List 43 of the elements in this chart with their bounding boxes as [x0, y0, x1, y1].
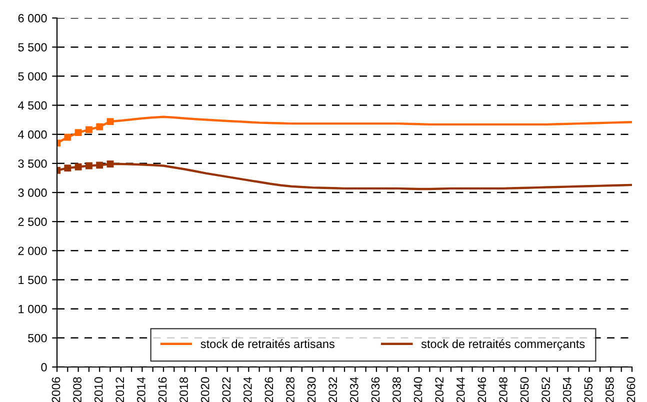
x-tick-label: 2028	[286, 377, 294, 402]
x-tick-label: 2022	[222, 377, 231, 402]
x-tick-label: 2024	[243, 377, 252, 402]
x-tick-label: 2016	[158, 377, 167, 402]
legend-label: stock de retraités commerçants	[421, 339, 585, 350]
x-tick-label: 2056	[584, 377, 593, 402]
x-tick-label: 2060	[626, 377, 636, 402]
y-tick-label: 500	[28, 334, 47, 342]
y-tick-label: 1 000	[18, 304, 47, 314]
x-tick-label: 2048	[499, 377, 508, 402]
x-tick-label: 2014	[136, 377, 146, 402]
y-tick-label: 5 000	[18, 72, 47, 81]
y-tick-label: 2 500	[18, 218, 47, 226]
y-tick-label: 4 000	[18, 130, 47, 139]
x-tick-label: 2010	[94, 377, 103, 402]
x-tick-label: 2046	[478, 377, 486, 402]
y-tick-label: 3 000	[18, 188, 47, 197]
y-tick-label: 3 500	[18, 159, 47, 168]
x-tick-label: 2006	[52, 377, 60, 402]
x-tick-label: 2026	[264, 377, 274, 402]
x-tick-label: 2052	[542, 377, 550, 402]
legend-label: stock de retraités artisans	[200, 339, 334, 348]
x-tick-label: 2012	[116, 377, 124, 402]
y-tick-label: 4 500	[18, 101, 47, 110]
x-tick-label: 2054	[562, 377, 572, 402]
y-tick-label: 5 500	[18, 43, 47, 52]
y-tick-label: 2 000	[18, 246, 47, 256]
x-tick-label: 2044	[456, 377, 465, 402]
x-tick-label: 2032	[328, 377, 338, 402]
y-tick-label: 0	[41, 363, 47, 372]
x-tick-label: 2050	[520, 377, 529, 402]
y-tick-label: 1 500	[18, 276, 47, 284]
x-tick-label: 2038	[392, 377, 401, 402]
x-tick-label: 2042	[435, 377, 444, 402]
x-tick-label: 2058	[606, 377, 614, 402]
x-tick-label: 2020	[200, 377, 210, 402]
y-tick-label: 6 000	[18, 14, 47, 22]
x-tick-label: 2030	[307, 377, 316, 402]
x-tick-label: 2036	[371, 377, 380, 402]
x-tick-label: 2034	[350, 377, 358, 402]
x-tick-label: 2040	[414, 377, 422, 402]
x-tick-label: 2018	[180, 377, 188, 402]
x-tick-label: 2008	[73, 377, 82, 402]
